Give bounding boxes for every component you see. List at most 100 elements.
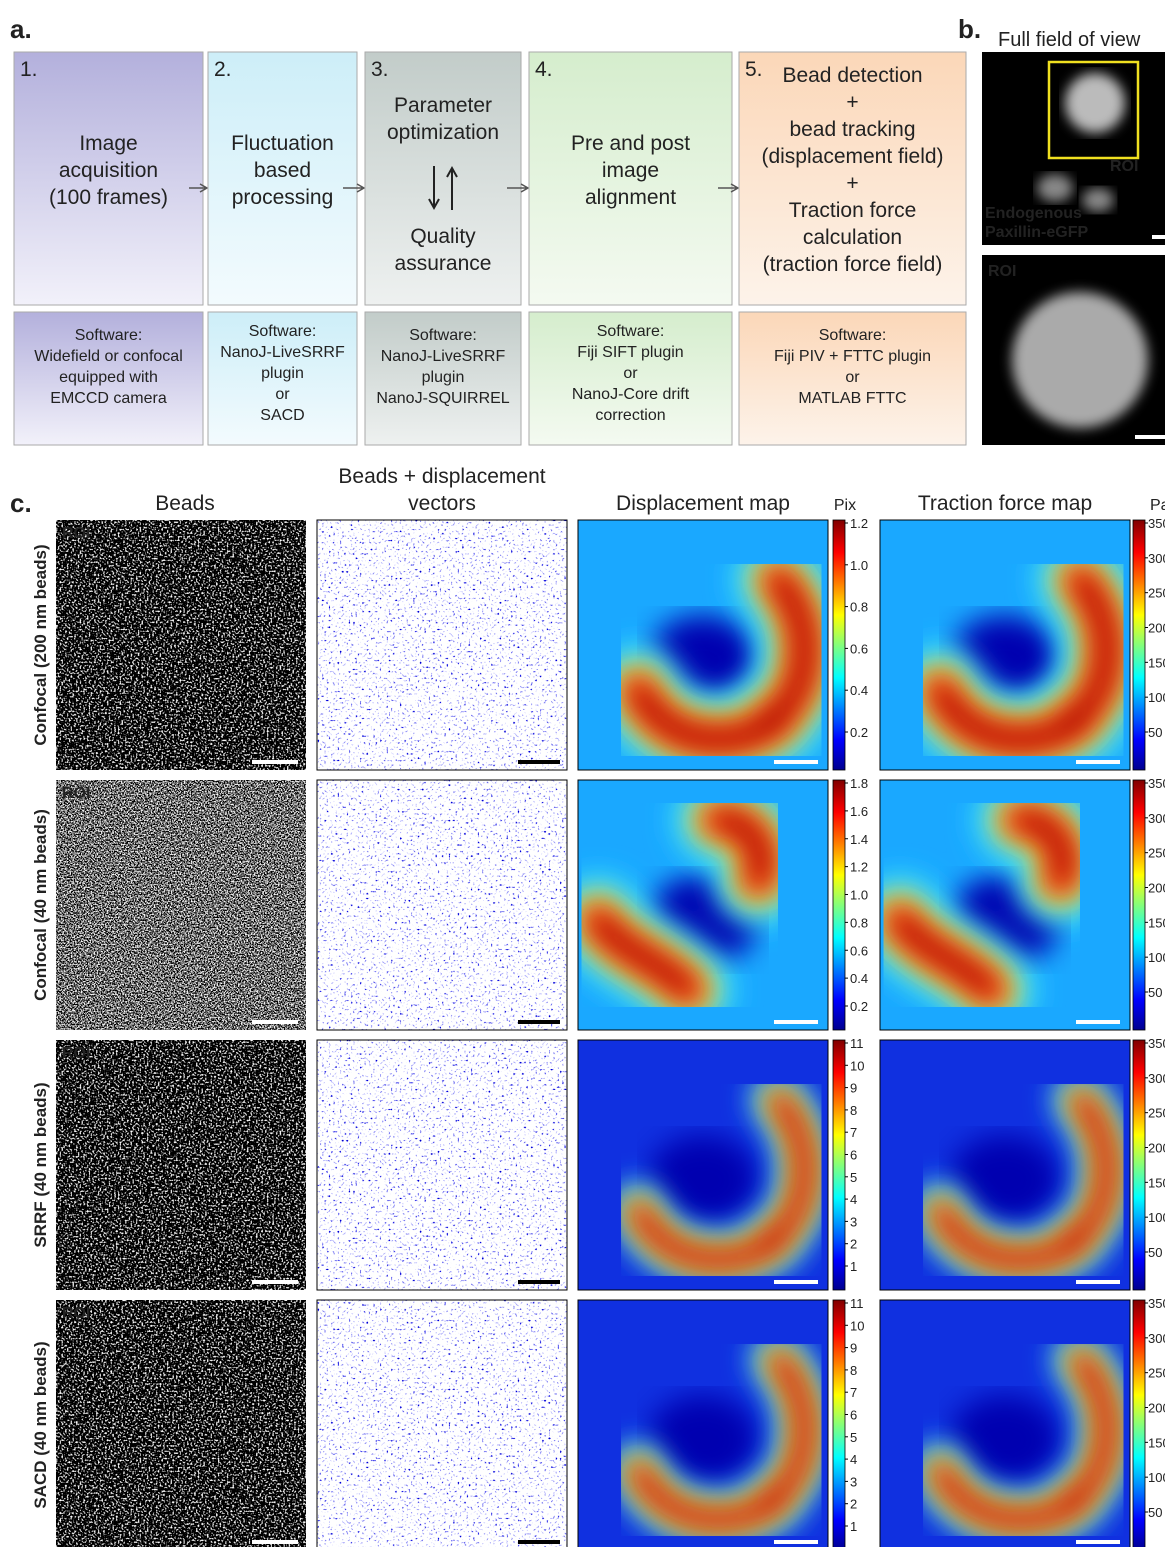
colorbar-label: 3 — [850, 1214, 857, 1229]
colorbar-label: 350 — [1148, 776, 1165, 791]
cell — [1012, 292, 1148, 428]
colorbar-label: 1.6 — [850, 804, 868, 819]
colorbar-label: 100 — [1148, 1470, 1165, 1485]
figure: a.1.Imageacquisition(100 frames)Software… — [0, 0, 1165, 1547]
step-title: alignment — [585, 186, 676, 209]
step-title: Bead detection — [782, 64, 922, 87]
colorbar-label: 150 — [1148, 1435, 1165, 1450]
colorbar-label: 9 — [850, 1341, 857, 1356]
colorbar-label: 1.2 — [850, 516, 868, 531]
vector-image — [317, 1300, 567, 1547]
colorbar-label: 250 — [1148, 1106, 1165, 1121]
heatmap-layers — [578, 520, 828, 770]
roi-label: ROI — [62, 1045, 90, 1062]
heatmap — [578, 1040, 828, 1290]
vector-image — [317, 520, 567, 770]
step-number: 4. — [535, 58, 553, 81]
cell — [1037, 174, 1073, 202]
colorbar — [833, 520, 845, 770]
colorbar-label: 1 — [850, 1259, 857, 1274]
colorbar-label: 0.2 — [850, 725, 868, 740]
colorbar-label: 250 — [1148, 846, 1165, 861]
colorbar-label: 250 — [1148, 586, 1165, 601]
panel-label: b. — [958, 14, 981, 44]
colorbar-label: 0.6 — [850, 943, 868, 958]
bead-image — [56, 780, 306, 1030]
software-text: Software: — [249, 323, 317, 340]
colorbar — [833, 780, 845, 1030]
step-title: Fluctuation — [231, 132, 334, 155]
colorbar-label: 150 — [1148, 655, 1165, 670]
colorbar-label: 350 — [1148, 1296, 1165, 1311]
software-text: NanoJ-LiveSRRF — [381, 348, 506, 365]
colorbar-label: 11 — [850, 1036, 864, 1051]
heatmap-layers — [578, 1040, 828, 1290]
colorbar-label: 350 — [1148, 1036, 1165, 1051]
heatmap-layers — [880, 780, 1130, 1030]
roi-label: ROI — [62, 525, 90, 542]
colorbar-label: 1.0 — [850, 888, 868, 903]
colorbar — [1133, 1040, 1145, 1290]
colorbar-label: 6 — [850, 1408, 857, 1423]
colorbar-label: 7 — [850, 1385, 857, 1400]
software-text: Widefield or confocal — [34, 348, 183, 365]
heatmap — [578, 1300, 828, 1547]
step-title: image — [602, 159, 659, 182]
colorbar-label: 150 — [1148, 915, 1165, 930]
heatmap — [880, 1040, 1130, 1290]
software-text: plugin — [422, 369, 465, 386]
colorbar-label: 0.4 — [850, 971, 868, 986]
step-title: Pre and post — [571, 132, 690, 155]
colorbar-label: 1.2 — [850, 860, 868, 875]
step-number: 5. — [745, 58, 763, 81]
step-title: (100 frames) — [49, 186, 168, 209]
software-text: Software: — [75, 327, 143, 344]
software-text: or — [845, 369, 860, 386]
software-text: correction — [595, 407, 665, 424]
software-text: or — [623, 365, 638, 382]
column-title: Displacement map — [616, 492, 790, 515]
step-title: Traction force — [789, 199, 917, 222]
column-title: Beads + displacement — [338, 465, 545, 488]
colorbar-label: 150 — [1148, 1175, 1165, 1190]
unit-label: Pix — [834, 497, 856, 514]
colorbar-label: 8 — [850, 1103, 857, 1118]
colorbar-label: 50 — [1148, 1245, 1162, 1260]
colorbar-label: 0.2 — [850, 999, 868, 1014]
software-text: Fiji SIFT plugin — [577, 344, 683, 361]
column-title: vectors — [408, 492, 476, 515]
colorbar — [1133, 520, 1145, 770]
colorbar-label: 10 — [850, 1058, 864, 1073]
colorbar-label: 100 — [1148, 950, 1165, 965]
panel-label: c. — [10, 488, 32, 518]
colorbar-label: 5 — [850, 1430, 857, 1445]
heatmap-layers — [880, 520, 1130, 770]
colorbar-label: 50 — [1148, 1505, 1162, 1520]
step-title: processing — [232, 186, 334, 209]
colorbar-label: 5 — [850, 1170, 857, 1185]
colorbar-label: 4 — [850, 1452, 857, 1467]
cell-label: Paxillin-eGFP — [985, 224, 1088, 241]
step-title: calculation — [803, 226, 902, 249]
colorbar-label: 9 — [850, 1081, 857, 1096]
roi-label: ROI — [1110, 158, 1138, 175]
bead-image — [56, 520, 306, 770]
column-title: Traction force map — [918, 492, 1092, 515]
vector-image — [317, 1040, 567, 1290]
step-number: 1. — [20, 58, 38, 81]
step-title: bead tracking — [789, 118, 915, 141]
colorbar — [833, 1040, 845, 1290]
colorbar-label: 0.8 — [850, 915, 868, 930]
colorbar-label: 300 — [1148, 811, 1165, 826]
colorbar-label: 50 — [1148, 725, 1162, 740]
colorbar-label: 6 — [850, 1148, 857, 1163]
heatmap — [880, 1300, 1130, 1547]
colorbar-label: 1.0 — [850, 558, 868, 573]
roi-label: ROI — [988, 263, 1016, 280]
software-text: SACD — [260, 407, 304, 424]
software-text: plugin — [261, 365, 304, 382]
software-text: or — [275, 386, 290, 403]
cell — [1065, 73, 1125, 133]
heatmap — [578, 780, 828, 1030]
panel-title: Full field of view — [998, 29, 1141, 51]
